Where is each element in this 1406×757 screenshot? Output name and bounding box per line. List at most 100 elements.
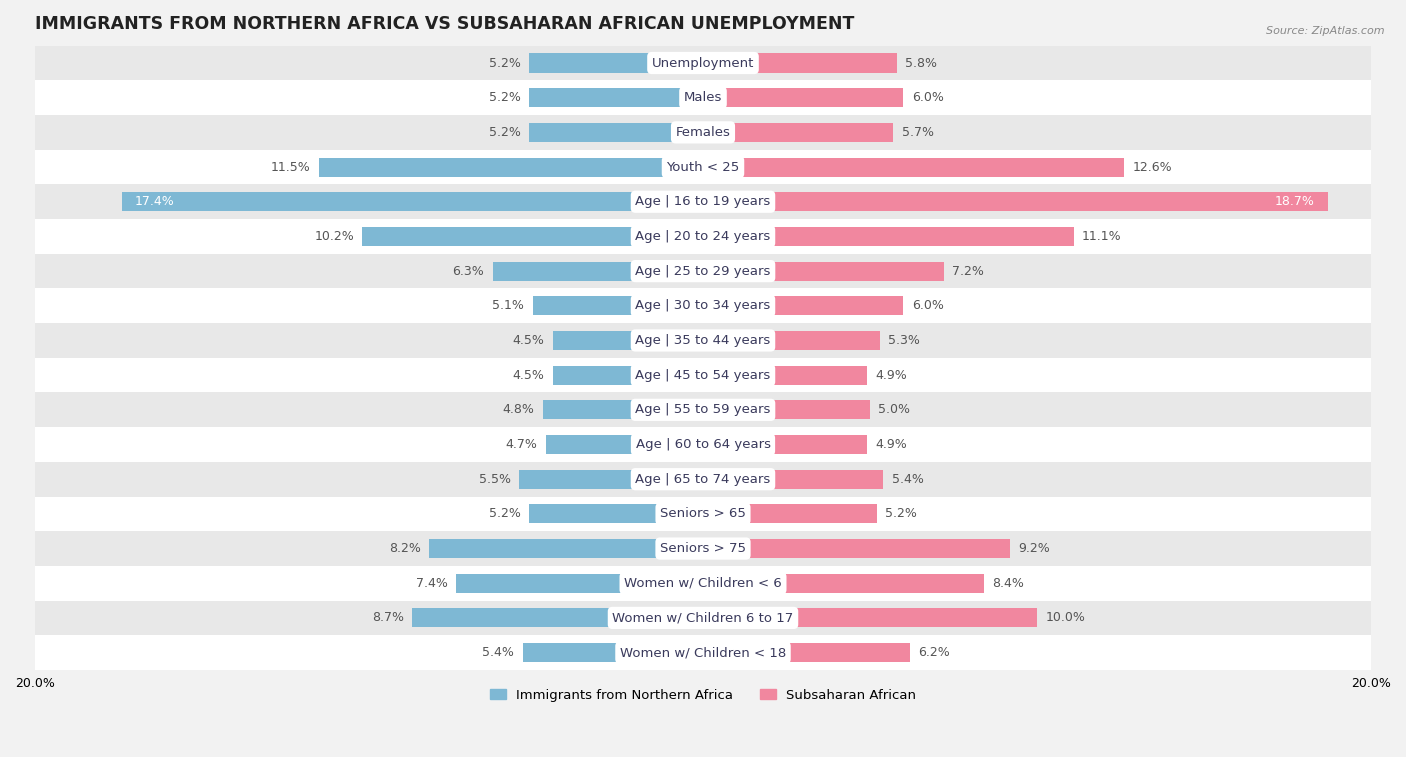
Bar xyxy=(529,123,703,142)
Text: Youth < 25: Youth < 25 xyxy=(666,160,740,173)
Bar xyxy=(363,227,703,246)
Text: 4.7%: 4.7% xyxy=(506,438,537,451)
Bar xyxy=(533,296,703,316)
Text: Age | 20 to 24 years: Age | 20 to 24 years xyxy=(636,230,770,243)
Text: 5.8%: 5.8% xyxy=(905,57,936,70)
Bar xyxy=(703,643,910,662)
Text: Women w/ Children < 6: Women w/ Children < 6 xyxy=(624,577,782,590)
Text: Seniors > 75: Seniors > 75 xyxy=(659,542,747,555)
Text: Age | 65 to 74 years: Age | 65 to 74 years xyxy=(636,472,770,486)
Text: 8.7%: 8.7% xyxy=(373,612,404,625)
Bar xyxy=(703,262,943,281)
Bar xyxy=(35,219,1371,254)
Bar xyxy=(703,504,877,523)
Text: 10.0%: 10.0% xyxy=(1046,612,1085,625)
Text: Males: Males xyxy=(683,91,723,104)
Bar xyxy=(35,45,1371,80)
Bar xyxy=(35,185,1371,219)
Text: Age | 35 to 44 years: Age | 35 to 44 years xyxy=(636,334,770,347)
Bar xyxy=(703,366,866,385)
Text: 10.2%: 10.2% xyxy=(314,230,354,243)
Bar xyxy=(553,331,703,350)
Bar xyxy=(35,115,1371,150)
Bar xyxy=(703,88,904,107)
Bar xyxy=(523,643,703,662)
Bar xyxy=(703,192,1327,211)
Bar xyxy=(35,497,1371,531)
Text: 5.1%: 5.1% xyxy=(492,299,524,313)
Bar xyxy=(703,539,1011,558)
Text: 6.3%: 6.3% xyxy=(453,265,484,278)
Text: 17.4%: 17.4% xyxy=(135,195,174,208)
Bar xyxy=(703,574,984,593)
Text: 6.2%: 6.2% xyxy=(918,646,950,659)
Text: 5.2%: 5.2% xyxy=(489,126,522,139)
Bar xyxy=(35,427,1371,462)
Text: 7.4%: 7.4% xyxy=(416,577,447,590)
Bar xyxy=(703,435,866,454)
Text: 18.7%: 18.7% xyxy=(1274,195,1315,208)
Text: 5.2%: 5.2% xyxy=(489,91,522,104)
Text: 5.2%: 5.2% xyxy=(884,507,917,520)
Text: Source: ZipAtlas.com: Source: ZipAtlas.com xyxy=(1267,26,1385,36)
Text: 6.0%: 6.0% xyxy=(911,91,943,104)
Text: 11.5%: 11.5% xyxy=(271,160,311,173)
Text: Unemployment: Unemployment xyxy=(652,57,754,70)
Text: Women w/ Children 6 to 17: Women w/ Children 6 to 17 xyxy=(613,612,793,625)
Bar xyxy=(703,54,897,73)
Text: 8.2%: 8.2% xyxy=(389,542,420,555)
Text: 5.5%: 5.5% xyxy=(479,472,510,486)
Bar xyxy=(703,331,880,350)
Bar xyxy=(529,54,703,73)
Bar xyxy=(35,323,1371,358)
Text: 5.3%: 5.3% xyxy=(889,334,921,347)
Bar xyxy=(35,80,1371,115)
Bar xyxy=(703,609,1038,628)
Text: Age | 60 to 64 years: Age | 60 to 64 years xyxy=(636,438,770,451)
Bar xyxy=(456,574,703,593)
Bar xyxy=(122,192,703,211)
Text: 4.9%: 4.9% xyxy=(875,438,907,451)
Text: Age | 30 to 34 years: Age | 30 to 34 years xyxy=(636,299,770,313)
Bar xyxy=(703,157,1123,176)
Bar xyxy=(703,400,870,419)
Bar xyxy=(35,254,1371,288)
Bar xyxy=(703,469,883,489)
Text: Seniors > 65: Seniors > 65 xyxy=(659,507,747,520)
Bar xyxy=(553,366,703,385)
Bar xyxy=(35,288,1371,323)
Text: Women w/ Children < 18: Women w/ Children < 18 xyxy=(620,646,786,659)
Bar xyxy=(35,462,1371,497)
Text: 5.0%: 5.0% xyxy=(879,403,910,416)
Text: 12.6%: 12.6% xyxy=(1132,160,1171,173)
Text: 4.5%: 4.5% xyxy=(512,369,544,382)
Text: Females: Females xyxy=(675,126,731,139)
Text: 5.7%: 5.7% xyxy=(901,126,934,139)
Text: 4.9%: 4.9% xyxy=(875,369,907,382)
Bar xyxy=(319,157,703,176)
Text: Age | 55 to 59 years: Age | 55 to 59 years xyxy=(636,403,770,416)
Text: Age | 25 to 29 years: Age | 25 to 29 years xyxy=(636,265,770,278)
Bar xyxy=(529,88,703,107)
Text: 4.5%: 4.5% xyxy=(512,334,544,347)
Bar xyxy=(35,566,1371,600)
Bar xyxy=(703,123,893,142)
Text: 8.4%: 8.4% xyxy=(993,577,1024,590)
Bar xyxy=(412,609,703,628)
Bar xyxy=(529,504,703,523)
Bar xyxy=(35,392,1371,427)
Bar xyxy=(543,400,703,419)
Bar xyxy=(519,469,703,489)
Bar xyxy=(429,539,703,558)
Text: 5.2%: 5.2% xyxy=(489,507,522,520)
Bar xyxy=(492,262,703,281)
Text: 6.0%: 6.0% xyxy=(911,299,943,313)
Legend: Immigrants from Northern Africa, Subsaharan African: Immigrants from Northern Africa, Subsaha… xyxy=(485,684,921,707)
Bar xyxy=(35,531,1371,566)
Bar xyxy=(35,635,1371,670)
Text: Age | 16 to 19 years: Age | 16 to 19 years xyxy=(636,195,770,208)
Bar xyxy=(35,150,1371,185)
Text: 7.2%: 7.2% xyxy=(952,265,984,278)
Text: 5.4%: 5.4% xyxy=(891,472,924,486)
Text: IMMIGRANTS FROM NORTHERN AFRICA VS SUBSAHARAN AFRICAN UNEMPLOYMENT: IMMIGRANTS FROM NORTHERN AFRICA VS SUBSA… xyxy=(35,15,855,33)
